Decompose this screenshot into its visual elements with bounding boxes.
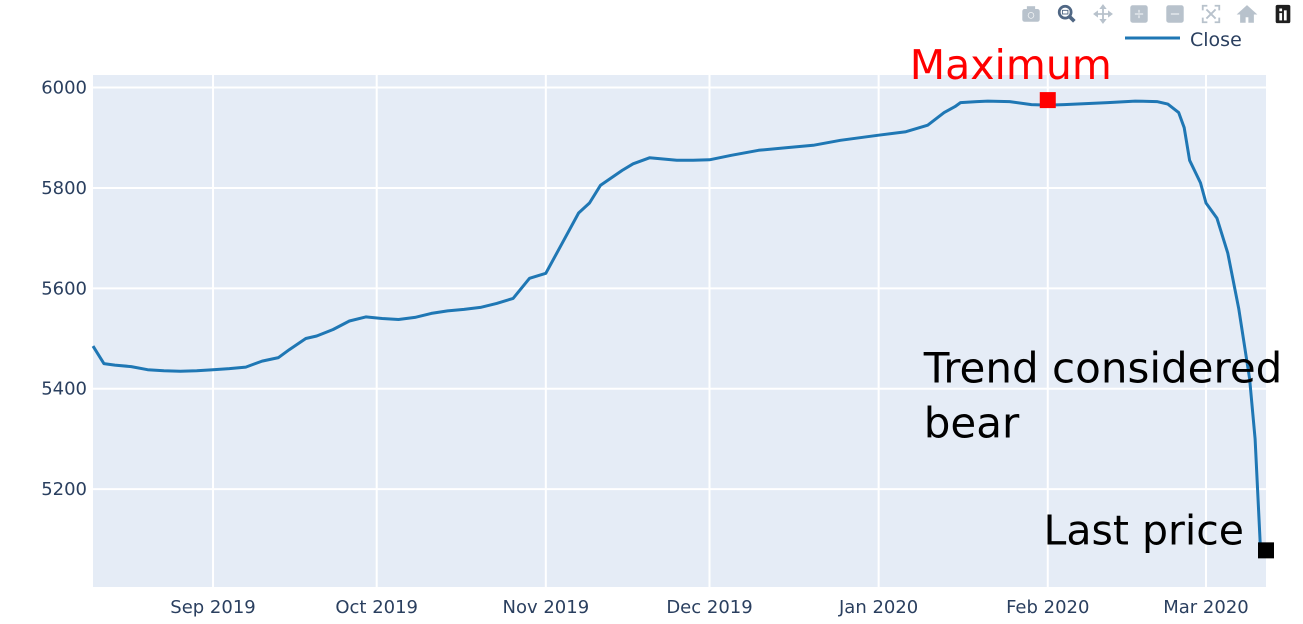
- maximum-marker[interactable]: [1039, 92, 1056, 109]
- camera-button[interactable]: [1019, 2, 1043, 26]
- legend[interactable]: Close: [1125, 29, 1242, 51]
- home-button[interactable]: [1235, 2, 1259, 26]
- series-layer: [91, 99, 1267, 552]
- legend-label-close[interactable]: Close: [1190, 29, 1242, 51]
- zoom-icon: [1057, 4, 1076, 23]
- maximum-label: Maximum: [910, 41, 1112, 89]
- zoom-out-button[interactable]: [1163, 2, 1187, 26]
- x-tick-label: Nov 2019: [502, 597, 589, 618]
- zoom-in-button[interactable]: [1127, 2, 1151, 26]
- last-price-label: Last price: [1044, 506, 1244, 554]
- y-axis: 5200 5400 5600 5800 6000: [41, 78, 87, 501]
- y-tick-label: 5600: [41, 278, 87, 299]
- y-tick-label: 5800: [41, 178, 87, 199]
- autoscale-button[interactable]: [1199, 2, 1223, 26]
- pan-icon: [1093, 4, 1113, 24]
- x-tick-label: Feb 2020: [1006, 597, 1089, 618]
- x-tick-label: Mar 2020: [1163, 597, 1249, 618]
- x-tick-label: Jan 2020: [838, 597, 918, 618]
- plotly-logo-button[interactable]: [1271, 2, 1295, 26]
- annotation-layer: Maximum Trend considered bear Last price: [910, 41, 1283, 554]
- zoom-out-icon: [1166, 5, 1184, 23]
- x-axis: Sep 2019 Oct 2019 Nov 2019 Dec 2019 Jan 2020…: [170, 597, 1248, 618]
- pan-button[interactable]: [1091, 2, 1115, 26]
- zoom-button[interactable]: [1055, 2, 1079, 26]
- trend-annotation-line: Trend considered: [923, 344, 1283, 393]
- camera-icon: [1022, 6, 1040, 22]
- last-price-marker[interactable]: [1258, 542, 1274, 559]
- x-tick-label: Oct 2019: [335, 597, 418, 618]
- autoscale-icon: [1201, 4, 1221, 24]
- zoom-in-icon: [1130, 5, 1148, 23]
- series-line-close[interactable]: [91, 99, 1267, 552]
- y-tick-label: 5400: [41, 379, 87, 400]
- y-tick-label: 5200: [41, 479, 87, 500]
- y-tick-label: 6000: [41, 78, 87, 99]
- modebar: [1019, 0, 1295, 28]
- trend-annotation-line: bear: [924, 399, 1020, 448]
- x-tick-label: Sep 2019: [170, 597, 255, 618]
- plotly-logo-icon: [1275, 4, 1291, 24]
- marker-layer: [1039, 92, 1274, 559]
- x-tick-label: Dec 2019: [666, 597, 752, 618]
- home-icon: [1236, 5, 1258, 23]
